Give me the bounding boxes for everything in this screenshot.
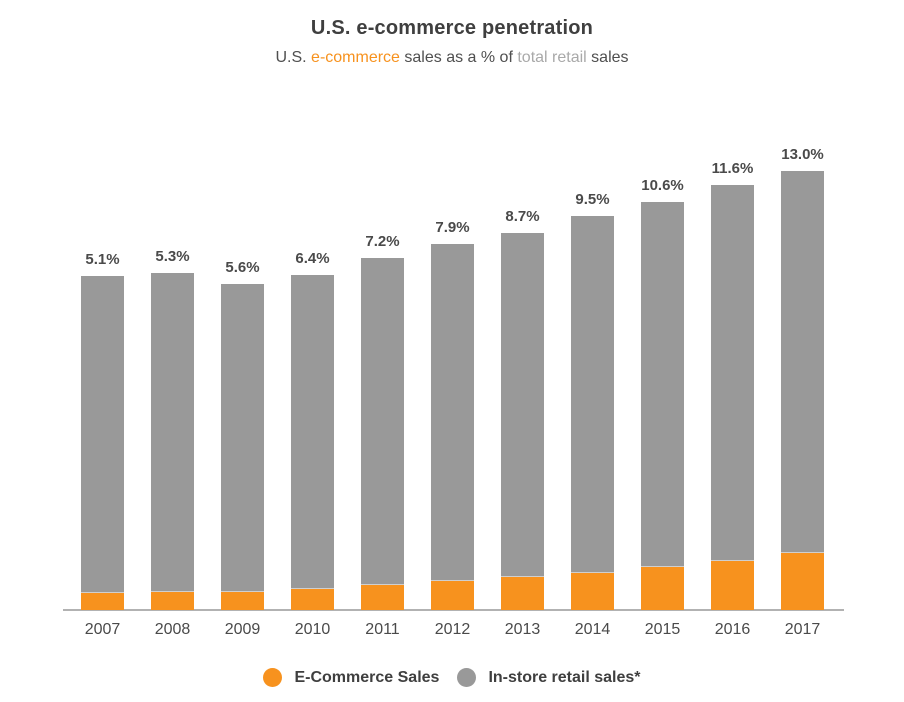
bar-stack-2013 [501,233,544,610]
ecommerce-bar-segment-2016 [711,561,754,610]
penetration-value-label-2015: 10.6% [641,177,684,194]
subtitle-retail-highlight: total retail [517,49,587,66]
bar-stack-2014 [571,216,614,610]
instore-bar-segment-2012 [431,244,474,581]
instore-bar-segment-2015 [641,202,684,567]
instore-bar-segment-2009 [221,284,264,592]
ecommerce-bar-segment-2010 [291,589,334,610]
penetration-value-label-2011: 7.2% [365,233,400,250]
chart-legend: E-Commerce Sales In-store retail sales* [0,668,904,687]
ecommerce-bar-segment-2013 [501,577,544,610]
legend-label-ecommerce: E-Commerce Sales [294,668,440,686]
bar-stack-2009 [221,284,264,610]
year-tick-label-2011: 2011 [365,621,400,638]
instore-bar-segment-2013 [501,233,544,577]
legend-item-instore: In-store retail sales* [457,668,641,687]
penetration-value-label-2016: 11.6% [711,160,754,177]
year-tick-label-2008: 2008 [154,621,191,638]
year-tick-label-2009: 2009 [224,621,261,638]
bar-group-2008: 5.3% 2008 [151,17,194,638]
bar-group-2016: 11.6% 2016 [711,17,754,638]
year-tick-label-2013: 2013 [504,621,541,638]
year-tick-label-2007: 2007 [84,621,121,638]
bar-stack-2015 [641,202,684,610]
bar-group-2012: 7.9% 2012 [431,17,474,638]
legend-item-ecommerce: E-Commerce Sales [263,668,439,687]
ecommerce-bar-segment-2017 [781,553,824,610]
ecommerce-bar-segment-2015 [641,567,684,610]
penetration-value-label-2008: 5.3% [155,248,190,265]
bar-stack-2017 [781,171,824,610]
bar-chart-plot: 5.1% 2007 5.3% 2008 5.6% 2009 6.4% 2010 7.2% 2011… [0,17,904,638]
instore-bar-segment-2017 [781,171,824,553]
bar-stack-2011 [361,258,404,610]
penetration-value-label-2014: 9.5% [575,191,610,208]
year-tick-label-2010: 2010 [294,621,331,638]
subtitle-tail: sales [586,49,629,66]
bar-group-2017: 13.0% 2017 [781,17,824,638]
bar-group-2010: 6.4% 2010 [291,17,334,638]
bar-group-2007: 5.1% 2007 [81,17,124,638]
year-tick-label-2015: 2015 [644,621,681,638]
bar-stack-2012 [431,244,474,610]
bar-group-2014: 9.5% 2014 [571,17,614,638]
bar-group-2009: 5.6% 2009 [221,17,264,638]
year-tick-label-2017: 2017 [784,621,821,638]
ecommerce-bar-segment-2011 [361,585,404,610]
penetration-value-label-2010: 6.4% [295,250,330,267]
penetration-value-label-2013: 8.7% [505,208,540,225]
bar-stack-2007 [81,276,124,610]
penetration-value-label-2007: 5.1% [85,251,120,268]
bar-stack-2016 [711,185,754,610]
subtitle-lead: U.S. [275,49,312,66]
instore-bar-segment-2014 [571,216,614,573]
year-tick-label-2012: 2012 [434,621,471,638]
instore-bar-segment-2007 [81,276,124,593]
year-tick-label-2016: 2016 [714,621,751,638]
bar-group-2015: 10.6% 2015 [641,17,684,638]
ecommerce-bar-segment-2012 [431,581,474,610]
instore-bar-segment-2008 [151,273,194,592]
ecommerce-bar-segment-2008 [151,592,194,610]
year-tick-label-2014: 2014 [574,621,611,638]
instore-bar-segment-2016 [711,185,754,561]
chart-subtitle: U.S. e-commerce sales as a % of total re… [0,49,904,67]
ecommerce-legend-swatch-icon [263,668,283,687]
ecommerce-bar-segment-2007 [81,593,124,610]
bar-group-2011: 7.2% 2011 [361,17,404,638]
bar-stack-2008 [151,273,194,610]
instore-bar-segment-2011 [361,258,404,585]
instore-legend-swatch-icon [457,668,477,687]
chart-title: U.S. e-commerce penetration [310,17,594,39]
subtitle-mid: sales as a % of [399,49,518,66]
x-axis-line [63,609,844,611]
subtitle-ecommerce-highlight: e-commerce [311,49,400,66]
penetration-value-label-2017: 13.0% [781,146,824,163]
bar-group-2013: 8.7% 2013 [501,17,544,638]
ecommerce-bar-segment-2009 [221,592,264,610]
legend-label-instore: In-store retail sales* [488,668,641,686]
penetration-value-label-2012: 7.9% [435,219,470,236]
penetration-value-label-2009: 5.6% [225,259,260,276]
ecommerce-bar-segment-2014 [571,573,614,610]
bar-stack-2010 [291,275,334,610]
instore-bar-segment-2010 [291,275,334,589]
